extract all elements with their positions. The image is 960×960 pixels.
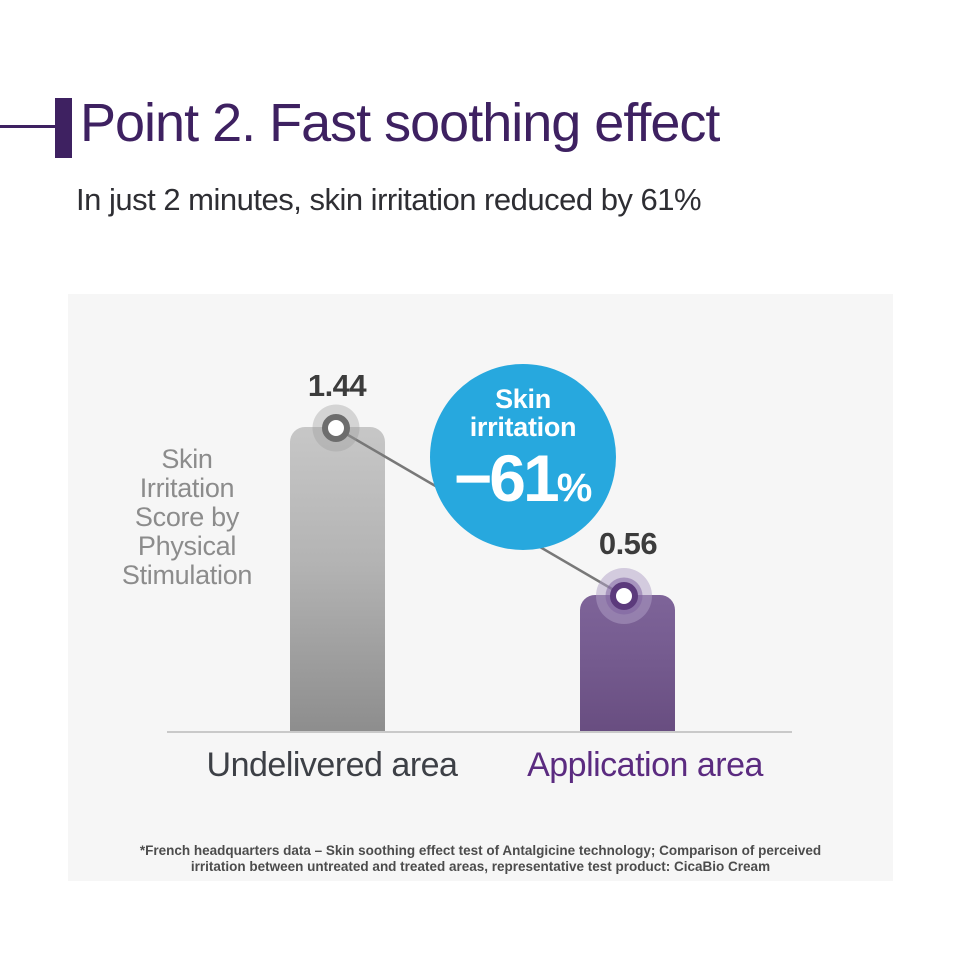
category-label-undelivered-area: Undelivered area <box>206 746 458 784</box>
badge-percent-sign: % <box>556 466 593 510</box>
marker-ring <box>322 414 350 442</box>
badge-text-line2: irritation <box>469 412 577 442</box>
footnote-line1: *French headquarters data – Skin soothin… <box>139 843 822 858</box>
title-accent-line <box>0 125 57 128</box>
reduction-badge: Skin irritation −61% <box>430 364 616 550</box>
page-title: Point 2. Fast soothing effect <box>80 93 720 153</box>
marker-ring <box>610 582 638 610</box>
chart-panel: Skin Irritation Score by Physical Stimul… <box>68 294 893 881</box>
value-label-undelivered: 1.44 <box>307 368 367 403</box>
footnote-line2: irritation between untreated and treated… <box>190 858 771 874</box>
badge-number: −61 <box>453 441 560 515</box>
bar-undelivered-area <box>290 427 385 733</box>
page-subtitle: In just 2 minutes, skin irritation reduc… <box>76 182 702 217</box>
badge-text-line1: Skin <box>495 384 551 414</box>
badge-value: −61% <box>430 445 616 521</box>
footnote: *French headquarters data – Skin soothin… <box>68 843 893 874</box>
title-accent-bar <box>55 98 72 158</box>
category-label-application-area: Application area <box>527 746 763 784</box>
x-axis-baseline <box>167 731 792 733</box>
value-label-application: 0.56 <box>598 526 658 561</box>
y-axis-label: Skin Irritation Score by Physical Stimul… <box>121 444 253 590</box>
